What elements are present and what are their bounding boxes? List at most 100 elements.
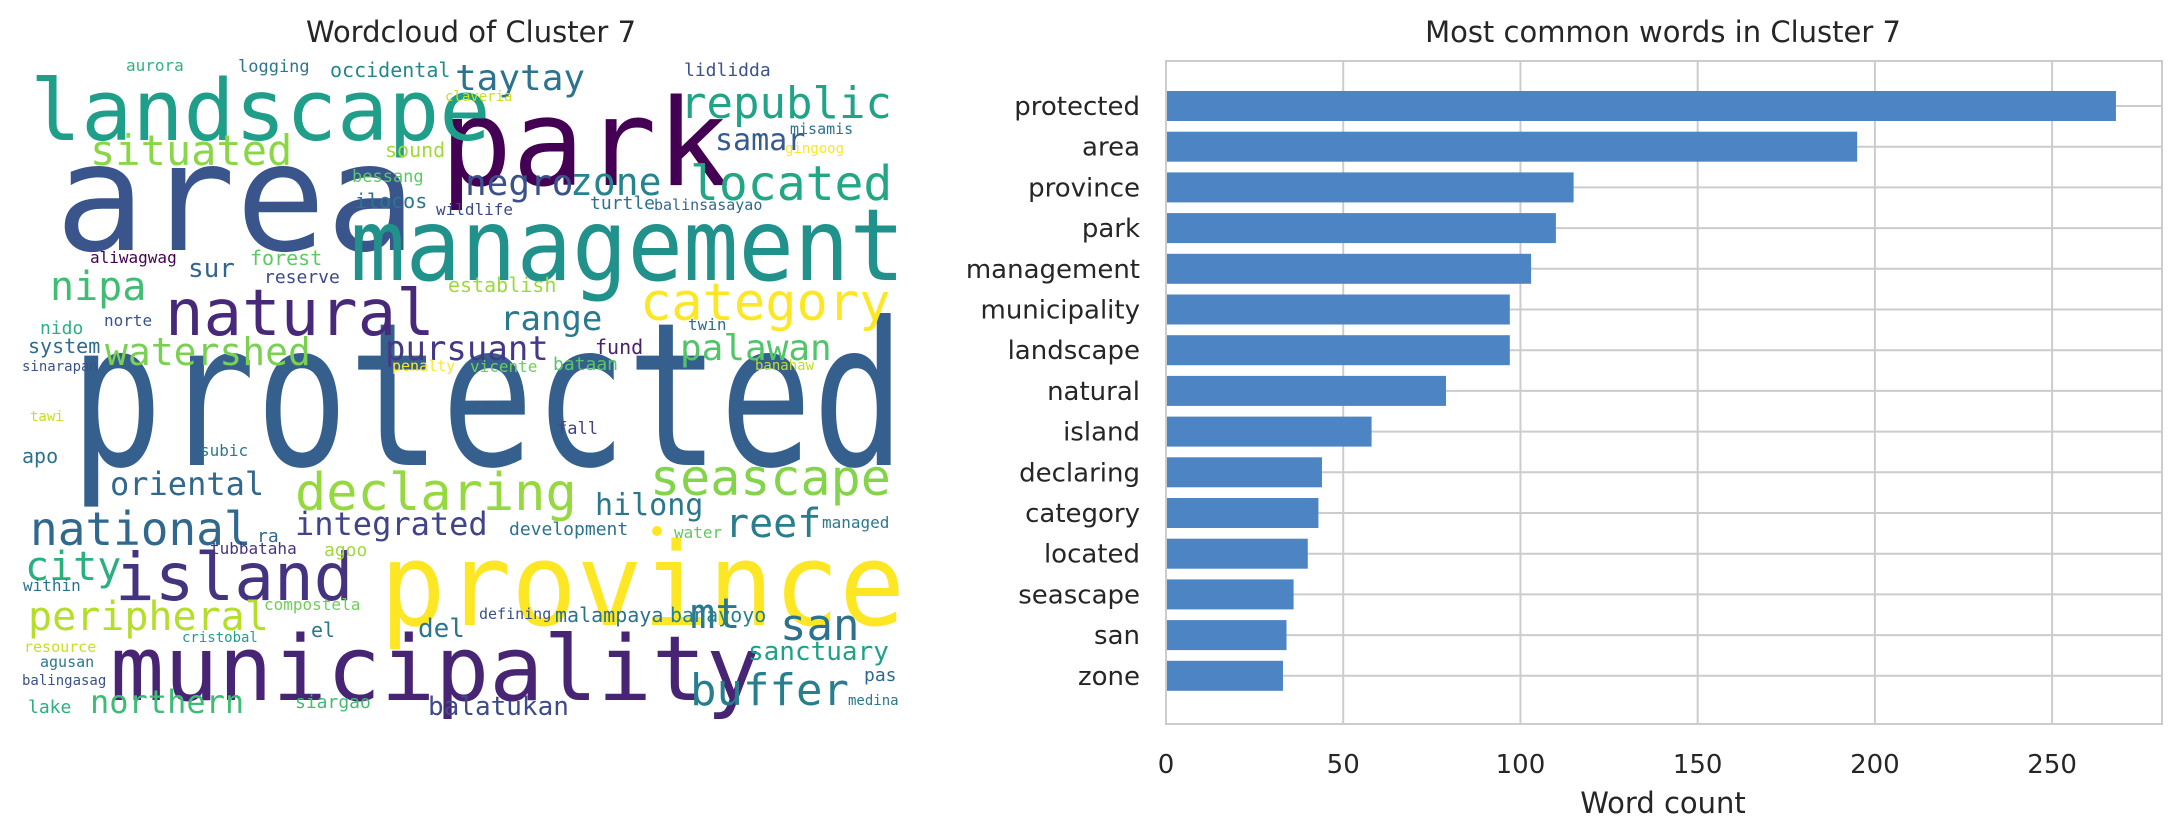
wordcloud-word: republic	[680, 78, 892, 129]
wordcloud-word: reef	[725, 501, 821, 547]
wordcloud-word: san	[780, 600, 859, 651]
plot-frame	[1165, 60, 2163, 725]
wordcloud-word: wildlife	[436, 200, 513, 219]
wordcloud-word: agoo	[324, 540, 367, 561]
bar-landscape	[1166, 335, 1510, 366]
wordcloud-word: aliwagwag	[90, 248, 177, 267]
bar-chart-bars	[1166, 91, 2116, 691]
wordcloud-word: aurora	[126, 56, 184, 75]
wordcloud-word: balatukan	[428, 692, 569, 722]
wordcloud-word: tawi	[30, 409, 64, 425]
wordcloud-word: national	[30, 502, 252, 556]
wordcloud-word: negro	[465, 163, 573, 204]
wordcloud-word: ra	[257, 526, 279, 547]
bar-chart-panel: Most common words in Cluster 7 protected…	[966, 15, 2163, 820]
wordcloud-word: oriental	[110, 465, 264, 503]
wordcloud-word: el	[311, 618, 335, 642]
wordcloud-word: nipa	[50, 264, 146, 310]
category-label: area	[1082, 133, 1140, 163]
bar-seascape	[1166, 579, 1294, 610]
wordcloud-word: agusan	[40, 653, 94, 671]
category-label: landscape	[1008, 336, 1140, 366]
wordcloud-word: management	[350, 187, 905, 304]
wordcloud-word: mt	[690, 589, 741, 638]
wordcloud-word: buffer	[690, 665, 849, 716]
category-label: natural	[1047, 377, 1140, 407]
wordcloud-word: nido	[40, 318, 83, 339]
wordcloud-word: sur	[188, 254, 235, 284]
wordcloud-word: defining	[479, 605, 551, 623]
category-label: island	[1063, 418, 1140, 448]
bar-located	[1166, 538, 1308, 569]
x-tick-label: 200	[1850, 750, 1900, 780]
wordcloud-word: municipality	[110, 617, 760, 722]
category-label: province	[1028, 173, 1140, 203]
wordcloud-word: sinarapan	[22, 359, 98, 375]
wordcloud-word: area	[55, 112, 416, 286]
category-label: protected	[1014, 92, 1140, 122]
bar-protected	[1166, 91, 2116, 121]
wordcloud-word: samar	[715, 123, 805, 158]
bar-province	[1166, 172, 1574, 203]
wordcloud-word: managed	[822, 513, 889, 532]
wordcloud-word: taytay	[455, 58, 585, 99]
wordcloud-word: province	[380, 519, 905, 653]
bar-san	[1166, 620, 1287, 651]
wordcloud-word: cristobal	[182, 630, 258, 646]
wordcloud-word: forest	[250, 246, 322, 270]
x-tick-label: 150	[1673, 750, 1723, 780]
wordcloud-word: system	[28, 334, 100, 358]
bar-category	[1166, 498, 1319, 528]
category-label: category	[1025, 499, 1140, 529]
wordcloud-word: sanctuary	[748, 637, 889, 667]
wordcloud-word: development	[509, 519, 628, 540]
category-label: declaring	[1019, 458, 1140, 488]
wordcloud-word: balingasag	[22, 673, 106, 689]
category-label: management	[966, 255, 1140, 285]
category-label: park	[1082, 214, 1140, 244]
wordcloud-word: bataan	[553, 354, 618, 375]
wordcloud-word: apo	[22, 444, 58, 468]
wordcloud-word: watershed	[105, 330, 311, 374]
wordcloud-word: palawan	[680, 328, 832, 369]
wordcloud-word: fall	[557, 419, 598, 439]
wordcloud-word: sound	[385, 138, 445, 162]
wordcloud-word: malampaya	[555, 603, 663, 627]
wordcloud-word: banayoyo	[670, 603, 766, 627]
wordcloud-word: situated	[90, 126, 292, 175]
bar-declaring	[1166, 457, 1322, 488]
wordcloud-word: city	[25, 544, 121, 590]
wordcloud-dot	[652, 526, 662, 536]
category-label: zone	[1078, 662, 1140, 692]
wordcloud-word: occidental	[330, 58, 450, 82]
bar-area	[1166, 131, 1858, 162]
wordcloud-word: within	[23, 576, 81, 595]
x-axis-label: Word count	[1580, 786, 1746, 820]
wordcloud-word: range	[500, 299, 602, 339]
wordcloud-word: siargao	[295, 692, 371, 713]
wordcloud-word: fund	[595, 335, 643, 359]
category-label: located	[1044, 540, 1140, 570]
wordcloud-word: norte	[104, 311, 152, 330]
wordcloud-word: establish	[448, 273, 556, 297]
x-tick-label: 50	[1327, 750, 1360, 780]
wordcloud-word: tubbataha	[210, 539, 297, 558]
bar-zone	[1166, 660, 1283, 691]
wordcloud-word: penalty	[392, 357, 455, 375]
wordcloud-word: balinsasayao	[654, 196, 762, 214]
bar-natural	[1166, 375, 1447, 406]
wordcloud-word: twin	[688, 315, 727, 334]
bar-municipality	[1166, 294, 1510, 325]
wordcloud-word: northern	[90, 683, 244, 721]
bar-chart-title: Most common words in Cluster 7	[1425, 15, 1901, 49]
wordcloud-word: resource	[24, 638, 96, 656]
wordcloud-word: banahaw	[755, 358, 815, 374]
wordcloud-word: category	[640, 273, 890, 333]
bar-chart-category-labels: protected area province park management munic…	[966, 92, 1140, 692]
wordcloud-word: natural	[165, 277, 435, 351]
wordcloud-word: landscape	[30, 62, 491, 161]
wordcloud-word: protected	[70, 280, 905, 513]
x-tick-label: 0	[1158, 750, 1175, 780]
